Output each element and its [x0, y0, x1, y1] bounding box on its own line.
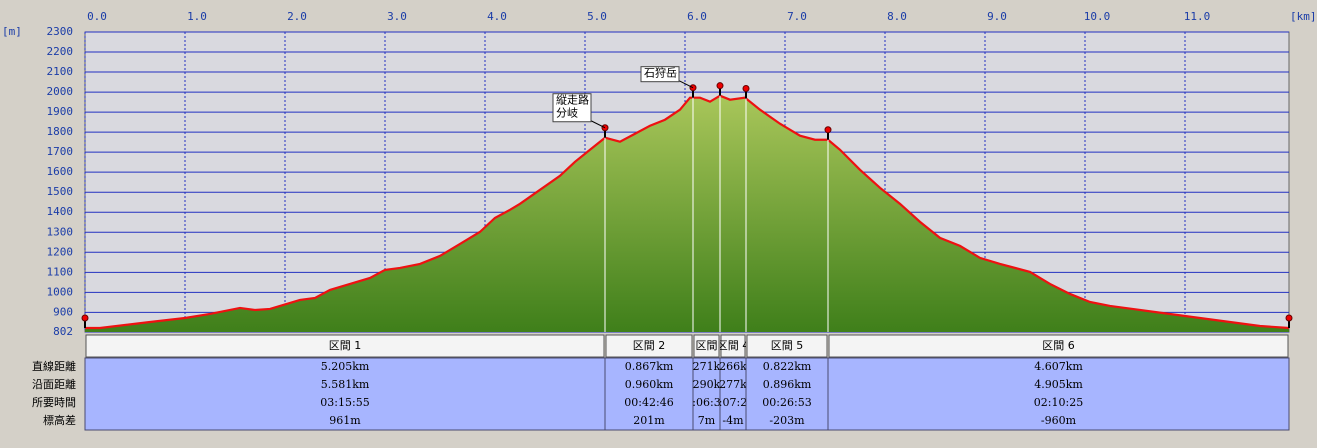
segment-value: -960m [1041, 414, 1077, 427]
segment-value: 266k [719, 360, 747, 373]
waypoint-marker [81, 314, 89, 322]
segment-value: 0.960km [625, 378, 674, 391]
segment-title: 区間 6 [1042, 339, 1075, 352]
segment-value: 961m [329, 414, 361, 427]
row-label: 沿面距離 [32, 377, 76, 391]
segment-value: 7m [698, 414, 716, 427]
y-tick-label: 2000 [47, 85, 74, 98]
row-label: 直線距離 [32, 359, 76, 373]
y-tick-label: 2300 [47, 25, 74, 38]
x-tick-label: 11.0 [1184, 10, 1211, 23]
elevation-line [85, 94, 1289, 330]
y-tick-label: 1100 [47, 265, 74, 278]
segment-value: 290k [693, 378, 721, 391]
segment-header [693, 334, 720, 358]
y-tick-label: 1500 [47, 185, 74, 198]
y-tick-label: 1900 [47, 105, 74, 118]
row-label: 標高差 [43, 413, 76, 427]
segment-title: 区間 4 [717, 339, 750, 352]
segment-value: 201m [633, 414, 665, 427]
x-tick-label: 2.0 [287, 10, 307, 23]
annotation-leader [676, 79, 694, 89]
x-tick-label: 6.0 [687, 10, 707, 23]
segment-header [605, 334, 693, 358]
segment-header [85, 334, 605, 358]
y-unit: [m] [2, 25, 22, 38]
segment-value: 00:26:53 [762, 396, 811, 409]
segment-cells [745, 357, 829, 431]
segment-value: 0.867km [625, 360, 674, 373]
segment-value: 0.896km [763, 378, 812, 391]
x-tick-label: 3.0 [387, 10, 407, 23]
y-tick-label: 802 [53, 325, 73, 338]
y-tick-label: 900 [53, 305, 73, 318]
annotation-text: 分岐 [556, 107, 578, 120]
waypoint-marker [601, 124, 609, 132]
segment-value: 0.822km [763, 360, 812, 373]
segment-value: 277k [719, 378, 747, 391]
segment-value: 4.905km [1034, 378, 1083, 391]
x-tick-label: 4.0 [487, 10, 507, 23]
segment-value: -4m [722, 414, 744, 427]
segment-title: 区間 [696, 339, 718, 352]
annotation-box [640, 66, 680, 83]
segment-value: 00:42:46 [624, 396, 673, 409]
waypoint-marker [742, 84, 750, 92]
x-tick-label: 5.0 [587, 10, 607, 23]
x-tick-label: 1.0 [187, 10, 207, 23]
segment-value: 03:15:55 [320, 396, 369, 409]
row-label: 所要時間 [32, 396, 76, 409]
x-tick-label: 10.0 [1084, 10, 1111, 23]
segment-value: :06:3 [692, 396, 720, 409]
annotation-text: 縦走路 [556, 94, 589, 107]
annotation-leader [588, 119, 606, 129]
segment-value: 02:10:25 [1034, 396, 1083, 409]
segment-cells [692, 357, 721, 431]
x-unit: [km] [1290, 10, 1317, 23]
segment-cells [719, 357, 747, 431]
waypoint-marker [824, 126, 832, 134]
y-tick-label: 2200 [47, 45, 74, 58]
y-tick-label: 2100 [47, 65, 74, 78]
x-tick-label: 9.0 [987, 10, 1007, 23]
y-tick-label: 1700 [47, 145, 74, 158]
x-tick-label: 7.0 [787, 10, 807, 23]
annotation-box [552, 93, 592, 123]
segment-value: 4.607km [1034, 360, 1083, 373]
waypoint-marker [1285, 314, 1293, 322]
y-tick-label: 1000 [47, 285, 74, 298]
segment-title: 区間 1 [329, 339, 362, 352]
segment-cells [84, 357, 606, 431]
segment-title: 区間 2 [633, 339, 666, 352]
segment-cells [827, 357, 1290, 431]
segment-value: -203m [769, 414, 805, 427]
waypoint-marker [716, 82, 724, 90]
segment-value: 5.581km [321, 378, 370, 391]
segment-value: 271k [693, 360, 721, 373]
y-tick-label: 1600 [47, 165, 74, 178]
elevation-area [85, 95, 1289, 332]
segment-header [746, 334, 828, 358]
segment-value: 5.205km [321, 360, 370, 373]
annotation-text: 石狩岳 [644, 66, 677, 80]
segment-header [720, 334, 746, 358]
y-tick-label: 1400 [47, 205, 74, 218]
segment-header [828, 334, 1289, 358]
segment-title: 区間 5 [771, 339, 804, 352]
x-tick-label: 8.0 [887, 10, 907, 23]
y-tick-label: 1200 [47, 245, 74, 258]
y-tick-label: 1800 [47, 125, 74, 138]
x-tick-label: 0.0 [87, 10, 107, 23]
y-tick-label: 1300 [47, 225, 74, 238]
segment-value: :07:2 [719, 396, 747, 409]
